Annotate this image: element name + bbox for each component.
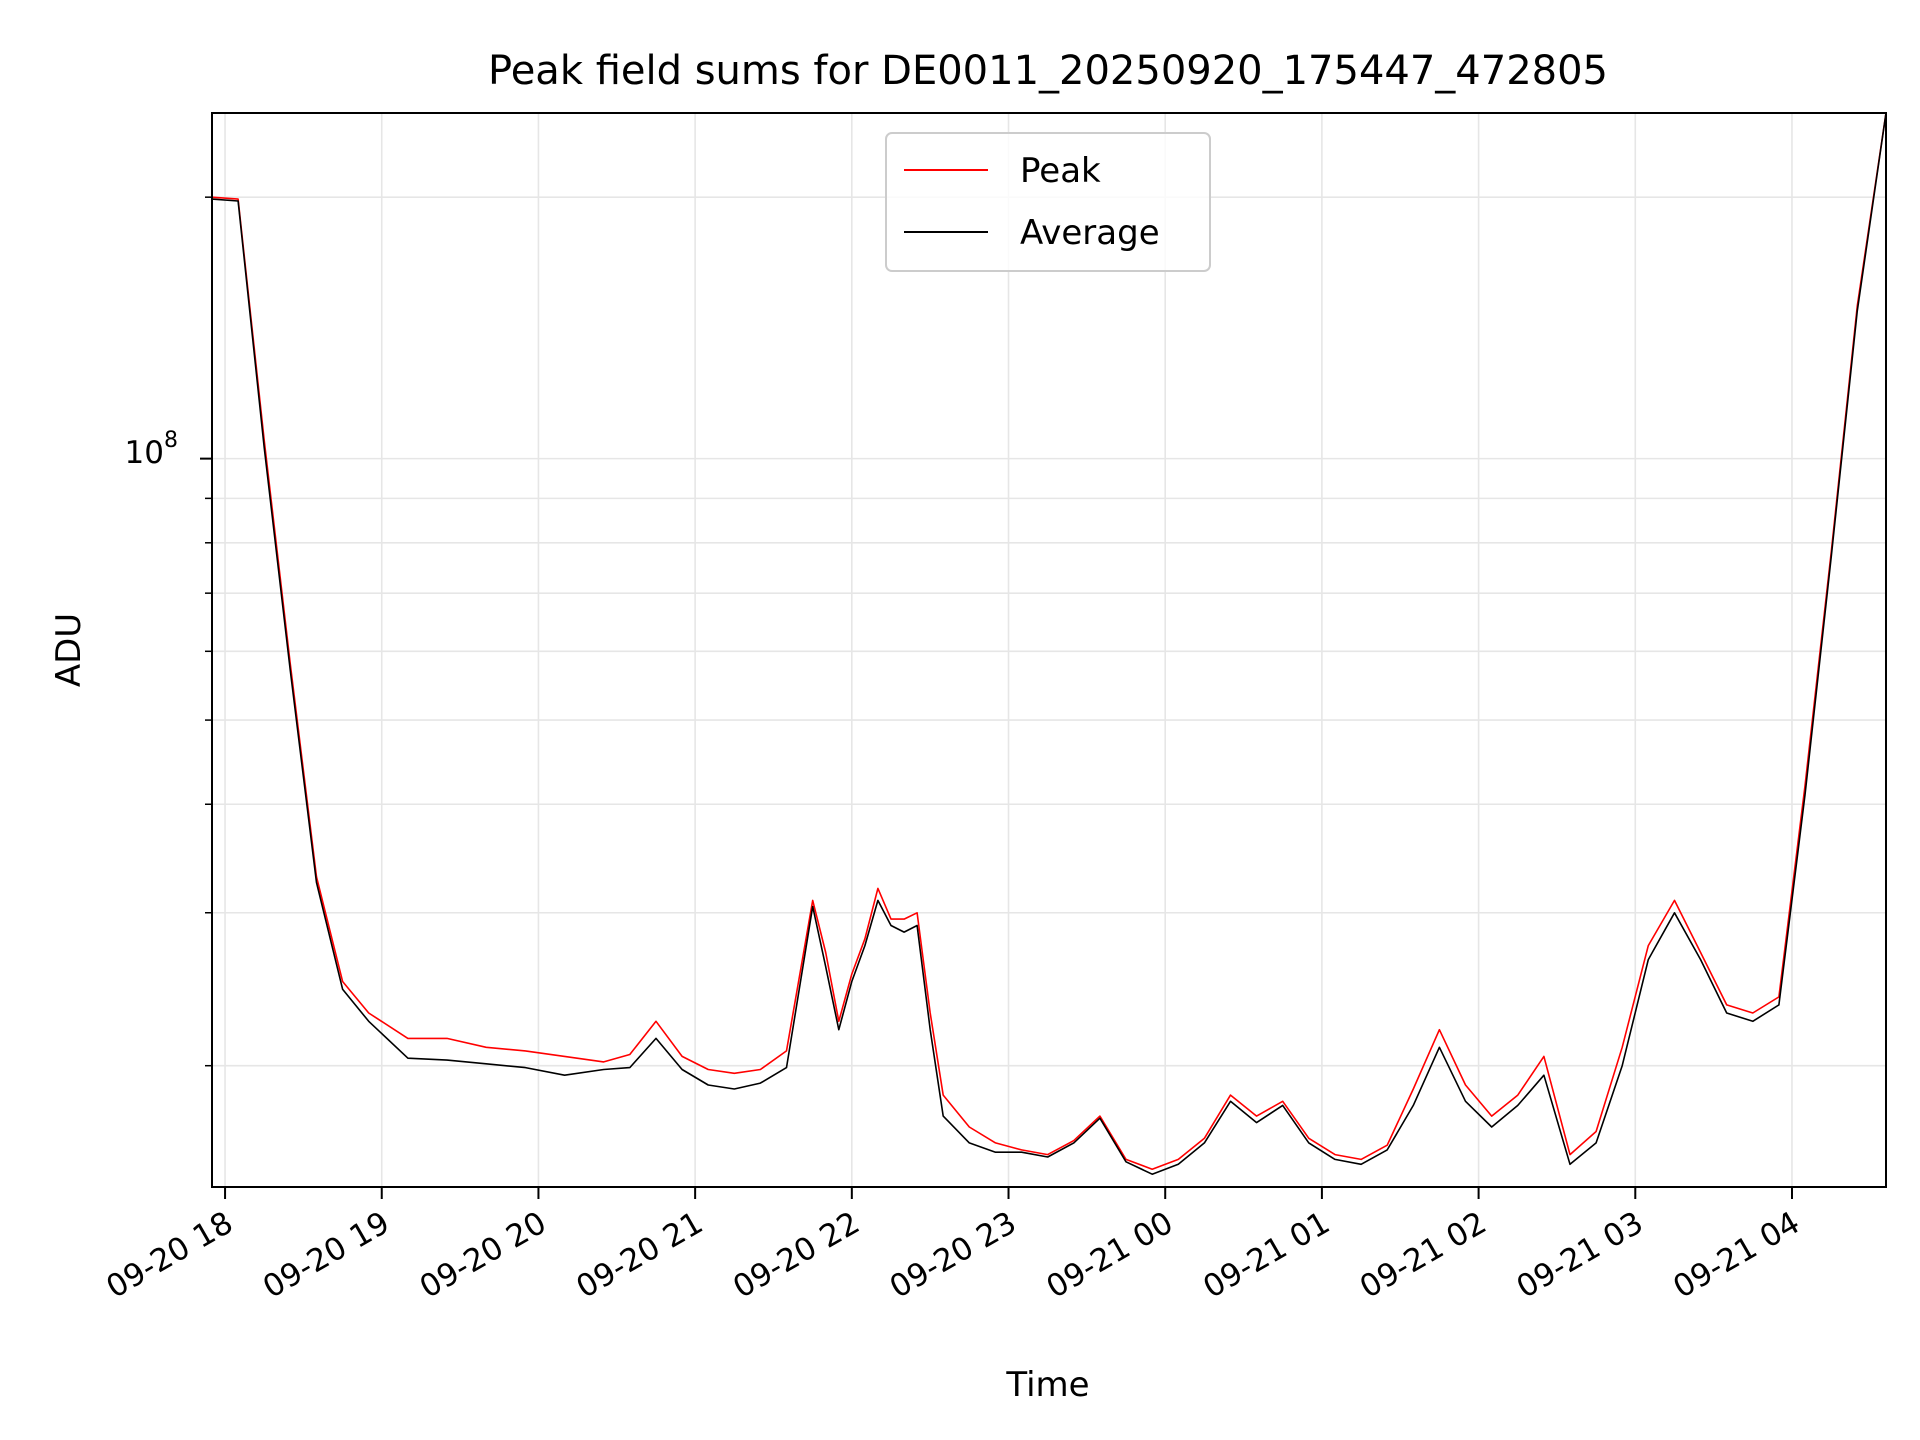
x-tick-label: 09-20 21 — [570, 1205, 709, 1306]
legend: Peak Average — [885, 132, 1211, 272]
y-tick-label: 108 — [125, 428, 178, 471]
x-tick-label: 09-21 00 — [1040, 1205, 1179, 1306]
x-tick-label: 09-20 23 — [884, 1205, 1023, 1306]
x-tick-label: 09-21 04 — [1667, 1205, 1806, 1306]
x-tick-label: 09-20 22 — [727, 1205, 866, 1306]
x-tick-label: 09-21 02 — [1354, 1205, 1493, 1306]
x-tick-label: 09-20 19 — [257, 1205, 396, 1306]
plot-frame — [211, 112, 1887, 1188]
x-tick-label: 09-21 03 — [1511, 1205, 1650, 1306]
legend-box — [885, 132, 1211, 272]
chart-title: Peak field sums for DE0011_20250920_1754… — [488, 48, 1608, 94]
y-tick-base: 10 — [125, 435, 164, 471]
legend-label-average: Average — [1020, 213, 1160, 253]
x-tick-label: 09-21 01 — [1197, 1205, 1336, 1306]
x-tick-label: 09-20 18 — [100, 1205, 239, 1306]
x-axis-label: Time — [1005, 1365, 1089, 1405]
series-line-average — [211, 112, 1887, 1175]
y-tick-exponent: 8 — [164, 428, 178, 453]
legend-label-peak: Peak — [1020, 151, 1101, 191]
series-layer — [211, 112, 1887, 1175]
grid — [212, 113, 1886, 1187]
x-tick-label: 09-20 20 — [414, 1205, 553, 1306]
series-line-peak — [211, 112, 1887, 1170]
y-axis-label: ADU — [49, 613, 89, 687]
x-axis: 09-20 18 09-20 19 09-20 20 09-20 21 09-20 22… — [100, 1187, 1806, 1306]
y-axis: 108 — [125, 196, 212, 1067]
